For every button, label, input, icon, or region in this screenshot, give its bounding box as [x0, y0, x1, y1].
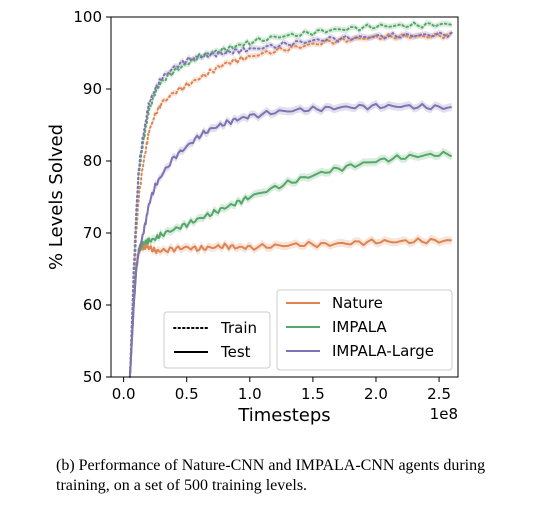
color-legend-box	[276, 289, 453, 371]
x-tick-label: 1.0	[238, 385, 262, 403]
y-tick-label: 80	[83, 152, 102, 170]
legend-label-nature: Nature	[332, 294, 383, 312]
x-tick-label: 0.0	[112, 385, 136, 403]
x-tick-label: 0.5	[175, 385, 199, 403]
style-legend: Train Test	[163, 311, 271, 369]
chart: 0.0 0.5 1.0 1.5 2.0 2.5 50 60 70 80 90 100 Timeste…	[46, 8, 459, 426]
y-axis-title: % Levels Solved	[46, 124, 67, 270]
x-tick-label: 1.5	[301, 385, 325, 403]
series-lines	[128, 21, 453, 378]
plot-frame	[110, 16, 459, 378]
x-tick-label: 2.5	[427, 385, 451, 403]
x-axis-ticks: 0.0 0.5 1.0 1.5 2.0 2.5	[112, 377, 451, 403]
figure-caption: (b) Performance of Nature-CNN and IMPALA…	[56, 457, 486, 494]
x-axis-title: Timesteps	[237, 405, 330, 426]
x-tick-label: 2.0	[364, 385, 388, 403]
series-line-impala-large-train	[128, 31, 453, 378]
y-tick-label: 90	[83, 80, 102, 98]
y-axis-ticks: 50 60 70 80 90 100	[73, 8, 111, 386]
x-axis-offset-label: 1e8	[430, 405, 458, 423]
legend-label-impala-large: IMPALA-Large	[332, 342, 434, 360]
y-tick-label: 60	[83, 296, 102, 314]
series-line-impala-large-test	[128, 102, 452, 378]
legend-label-impala: IMPALA	[332, 318, 387, 336]
y-tick-label: 50	[83, 368, 102, 386]
color-legend: Nature IMPALA IMPALA-Large	[276, 289, 453, 371]
series-line-impala-test	[128, 150, 453, 378]
legend-label-test: Test	[220, 343, 251, 361]
y-tick-label: 100	[73, 8, 102, 26]
y-tick-label: 70	[83, 224, 102, 242]
style-legend-box	[163, 311, 271, 369]
legend-label-train: Train	[220, 319, 257, 337]
